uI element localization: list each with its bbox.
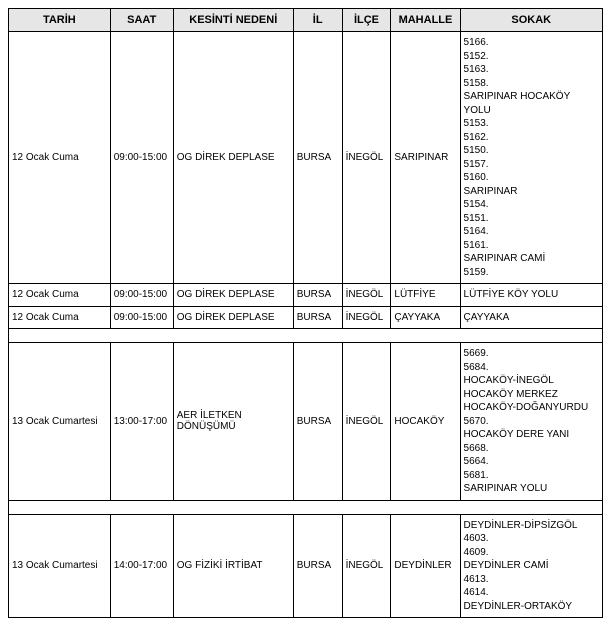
cell-tarih: 12 Ocak Cuma	[9, 306, 111, 329]
header-il: İL	[293, 9, 342, 32]
header-neden: KESİNTİ NEDENİ	[173, 9, 293, 32]
cell-neden: OG FİZİKİ İRTİBAT	[173, 514, 293, 618]
cell-tarih: 12 Ocak Cuma	[9, 284, 111, 307]
cell-saat: 09:00-15:00	[110, 32, 173, 284]
cell-neden: OG DİREK DEPLASE	[173, 284, 293, 307]
spacer-cell	[9, 329, 603, 343]
cell-ilce: İNEGÖL	[342, 306, 391, 329]
cell-il: BURSA	[293, 32, 342, 284]
cell-sokak: 5166.5152.5163.5158.SARIPINAR HOCAKÖY YO…	[460, 32, 602, 284]
cell-ilce: İNEGÖL	[342, 32, 391, 284]
cell-neden: AER İLETKEN DÖNÜŞÜMÜ	[173, 343, 293, 501]
cell-sokak: 5669.5684.HOCAKÖY-İNEGÖLHOCAKÖY MERKEZHO…	[460, 343, 602, 501]
table-row: 12 Ocak Cuma09:00-15:00OG DİREK DEPLASEB…	[9, 306, 603, 329]
cell-mahalle: LÜTFİYE	[391, 284, 460, 307]
header-tarih: TARİH	[9, 9, 111, 32]
table-row: 13 Ocak Cumartesi14:00-17:00OG FİZİKİ İR…	[9, 514, 603, 618]
outage-table: TARİH SAAT KESİNTİ NEDENİ İL İLÇE MAHALL…	[8, 8, 603, 618]
spacer-row	[9, 329, 603, 343]
spacer-cell	[9, 500, 603, 514]
cell-saat: 09:00-15:00	[110, 284, 173, 307]
cell-mahalle: DEYDİNLER	[391, 514, 460, 618]
cell-il: BURSA	[293, 284, 342, 307]
table-row: 12 Ocak Cuma09:00-15:00OG DİREK DEPLASEB…	[9, 32, 603, 284]
table-row: 12 Ocak Cuma09:00-15:00OG DİREK DEPLASEB…	[9, 284, 603, 307]
cell-saat: 14:00-17:00	[110, 514, 173, 618]
cell-tarih: 13 Ocak Cumartesi	[9, 343, 111, 501]
cell-ilce: İNEGÖL	[342, 343, 391, 501]
header-sokak: SOKAK	[460, 9, 602, 32]
cell-sokak: DEYDİNLER-DİPSİZGÖL4603.4609.DEYDİNLER C…	[460, 514, 602, 618]
cell-saat: 13:00-17:00	[110, 343, 173, 501]
header-ilce: İLÇE	[342, 9, 391, 32]
cell-tarih: 12 Ocak Cuma	[9, 32, 111, 284]
cell-ilce: İNEGÖL	[342, 284, 391, 307]
cell-mahalle: HOCAKÖY	[391, 343, 460, 501]
header-saat: SAAT	[110, 9, 173, 32]
cell-sokak: ÇAYYAKA	[460, 306, 602, 329]
spacer-row	[9, 500, 603, 514]
cell-il: BURSA	[293, 514, 342, 618]
cell-neden: OG DİREK DEPLASE	[173, 306, 293, 329]
cell-neden: OG DİREK DEPLASE	[173, 32, 293, 284]
cell-mahalle: ÇAYYAKA	[391, 306, 460, 329]
cell-saat: 09:00-15:00	[110, 306, 173, 329]
cell-sokak: LÜTFİYE KÖY YOLU	[460, 284, 602, 307]
cell-il: BURSA	[293, 343, 342, 501]
cell-ilce: İNEGÖL	[342, 514, 391, 618]
cell-tarih: 13 Ocak Cumartesi	[9, 514, 111, 618]
cell-il: BURSA	[293, 306, 342, 329]
table-row: 13 Ocak Cumartesi13:00-17:00AER İLETKEN …	[9, 343, 603, 501]
header-row: TARİH SAAT KESİNTİ NEDENİ İL İLÇE MAHALL…	[9, 9, 603, 32]
header-mahalle: MAHALLE	[391, 9, 460, 32]
cell-mahalle: SARIPINAR	[391, 32, 460, 284]
